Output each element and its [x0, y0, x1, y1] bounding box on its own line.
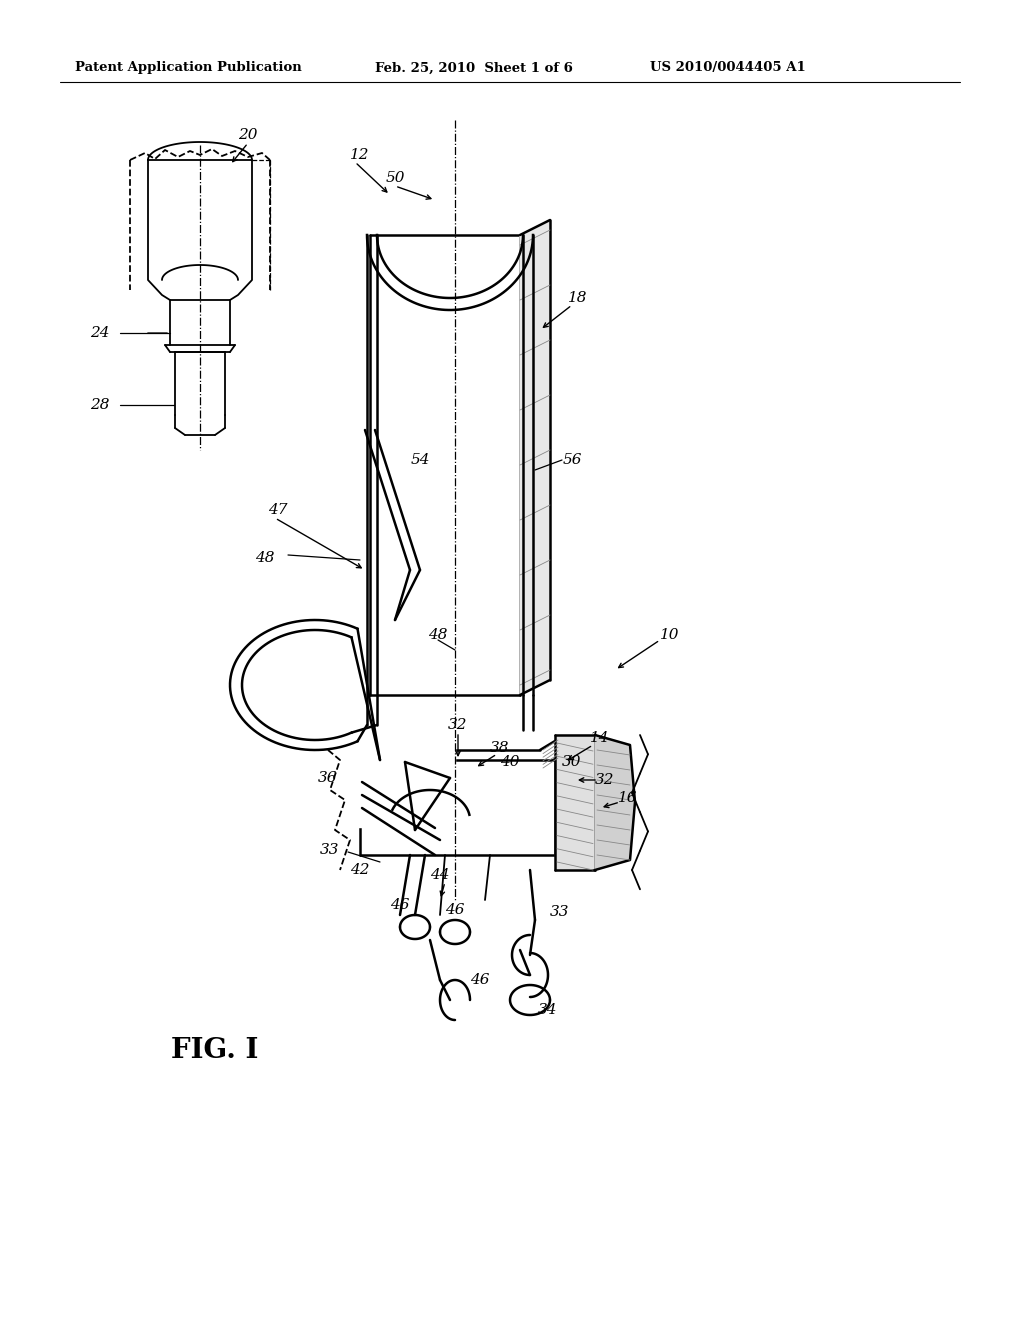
Text: US 2010/0044405 A1: US 2010/0044405 A1 — [650, 62, 806, 74]
Polygon shape — [360, 760, 555, 855]
Text: Feb. 25, 2010  Sheet 1 of 6: Feb. 25, 2010 Sheet 1 of 6 — [375, 62, 572, 74]
Text: 54: 54 — [411, 453, 430, 467]
Polygon shape — [148, 160, 252, 300]
Text: FIG. I: FIG. I — [171, 1036, 259, 1064]
Text: Patent Application Publication: Patent Application Publication — [75, 62, 302, 74]
Polygon shape — [595, 735, 635, 870]
Text: 18: 18 — [568, 290, 588, 305]
Polygon shape — [335, 733, 455, 828]
Text: 14: 14 — [590, 731, 609, 744]
Text: 20: 20 — [239, 128, 258, 143]
Text: 50: 50 — [385, 172, 404, 185]
Text: 32: 32 — [595, 774, 614, 787]
Text: 47: 47 — [268, 503, 288, 517]
Text: 30: 30 — [562, 755, 582, 770]
Polygon shape — [370, 235, 520, 696]
Text: 38: 38 — [490, 741, 510, 755]
Text: 44: 44 — [430, 869, 450, 882]
Text: 16: 16 — [618, 791, 638, 805]
Text: 10: 10 — [660, 628, 680, 642]
Text: 48: 48 — [428, 628, 447, 642]
Text: 24: 24 — [90, 326, 110, 341]
Text: 34: 34 — [539, 1003, 558, 1016]
Text: 46: 46 — [390, 898, 410, 912]
Text: 48: 48 — [255, 550, 274, 565]
Text: 40: 40 — [501, 755, 520, 770]
Text: 46: 46 — [470, 973, 489, 987]
Text: 56: 56 — [562, 453, 582, 467]
Text: 28: 28 — [90, 399, 110, 412]
Polygon shape — [555, 735, 595, 870]
Text: 32: 32 — [449, 718, 468, 733]
Text: 46: 46 — [445, 903, 465, 917]
Text: 36: 36 — [318, 771, 338, 785]
Text: 33: 33 — [321, 843, 340, 857]
Text: 42: 42 — [350, 863, 370, 876]
Text: 33: 33 — [550, 906, 569, 919]
Polygon shape — [520, 220, 550, 696]
Text: 12: 12 — [350, 148, 370, 162]
